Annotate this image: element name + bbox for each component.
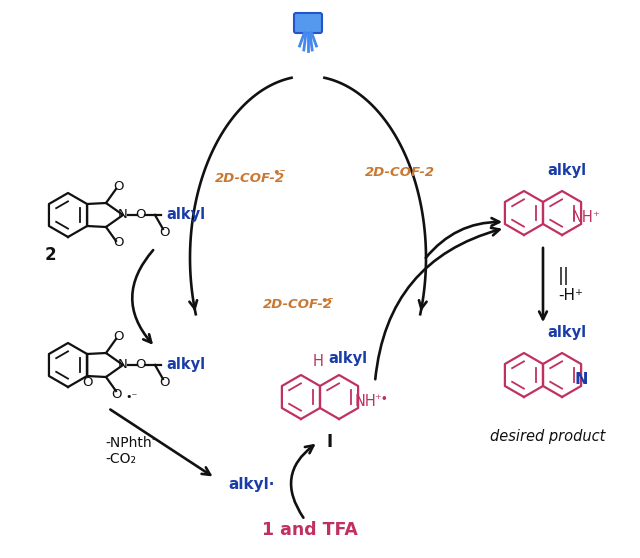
Text: I: I [327, 433, 333, 451]
Text: H: H [313, 354, 324, 368]
Text: •⁻: •⁻ [320, 296, 334, 309]
Text: N: N [574, 373, 588, 387]
Text: alkyl: alkyl [166, 358, 205, 373]
Text: ⁺: ⁺ [592, 210, 598, 224]
Text: O: O [113, 330, 124, 344]
Text: O: O [82, 376, 92, 388]
Text: 1 and TFA: 1 and TFA [262, 521, 358, 539]
Text: O: O [159, 225, 169, 238]
Text: O: O [136, 358, 147, 372]
FancyBboxPatch shape [294, 13, 322, 33]
Text: N: N [118, 209, 128, 222]
Text: O: O [112, 387, 122, 401]
Text: -NPhth⁻: -NPhth⁻ [105, 436, 159, 450]
Text: O: O [159, 376, 169, 388]
Text: alkyl: alkyl [547, 325, 586, 340]
Text: ⁺•: ⁺• [374, 393, 388, 406]
Text: desired product: desired product [490, 430, 605, 445]
Text: O: O [136, 209, 147, 222]
Text: alkyl: alkyl [328, 352, 367, 367]
Text: NH: NH [572, 210, 594, 225]
Text: 2: 2 [44, 246, 56, 264]
Text: -CO₂: -CO₂ [105, 452, 136, 466]
Text: alkyl·: alkyl· [228, 477, 275, 492]
Text: 2D-COF-2: 2D-COF-2 [215, 171, 285, 185]
Text: 2D-COF-2: 2D-COF-2 [365, 166, 435, 179]
Text: O: O [113, 237, 124, 249]
Text: •⁻: •⁻ [125, 392, 138, 402]
Text: ||: || [558, 267, 570, 285]
Text: N: N [118, 358, 128, 372]
Text: 2D-COF-2: 2D-COF-2 [263, 299, 333, 311]
Text: alkyl: alkyl [547, 163, 586, 179]
Text: NH: NH [355, 393, 377, 408]
Text: •⁻: •⁻ [272, 167, 286, 180]
Text: alkyl: alkyl [166, 208, 205, 223]
Text: -H⁺: -H⁺ [558, 288, 583, 304]
Text: O: O [113, 180, 124, 194]
